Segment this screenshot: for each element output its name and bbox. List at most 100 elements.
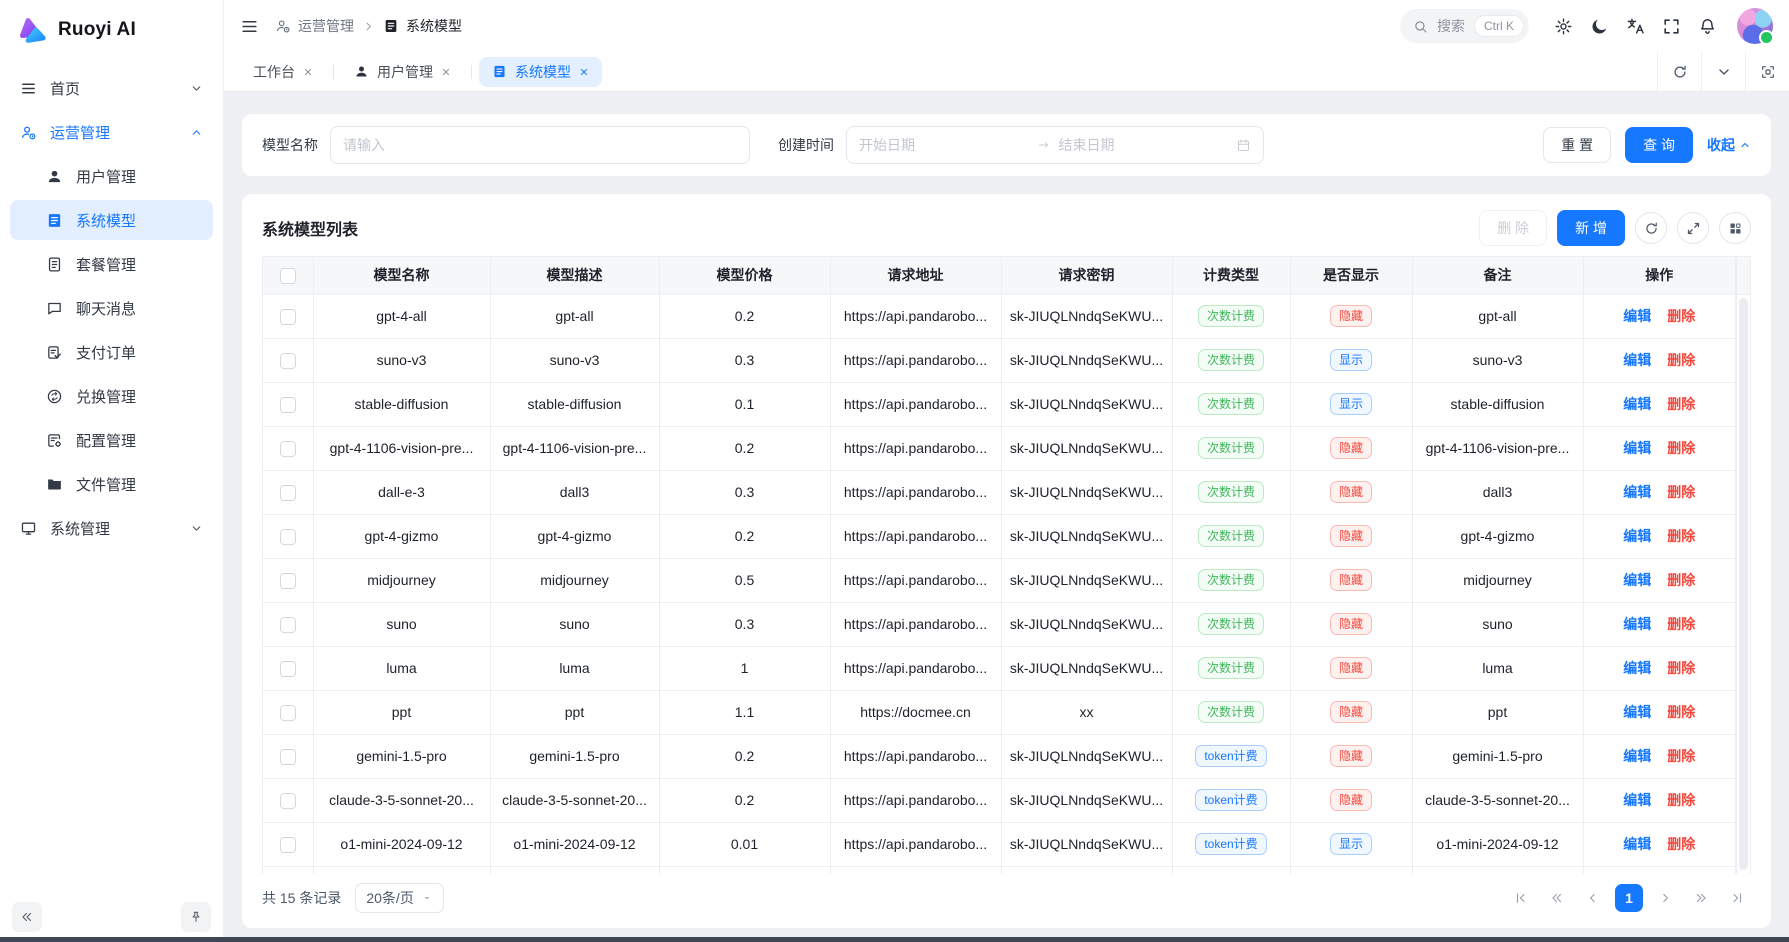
delete-link[interactable]: 删除 — [1667, 748, 1695, 764]
sidebar-item-package-mgmt[interactable]: 套餐管理 — [10, 244, 213, 284]
edit-link[interactable]: 编辑 — [1623, 616, 1651, 632]
edit-link[interactable]: 编辑 — [1623, 572, 1651, 588]
avatar[interactable] — [1737, 8, 1773, 44]
checkbox[interactable] — [280, 793, 296, 809]
edit-link[interactable]: 编辑 — [1623, 396, 1651, 412]
header-notifications-button[interactable] — [1689, 8, 1725, 44]
add-button[interactable]: 新 增 — [1557, 210, 1625, 246]
sidebar-item-exchange-mgmt[interactable]: 兑换管理 — [10, 376, 213, 416]
delete-link[interactable]: 删除 — [1667, 792, 1695, 808]
edit-link[interactable]: 编辑 — [1623, 352, 1651, 368]
reset-button[interactable]: 重 置 — [1543, 127, 1611, 163]
tab-system-model[interactable]: 系统模型 — [479, 57, 602, 87]
checkbox[interactable] — [280, 705, 296, 721]
cell-visibility: 隐藏 — [1290, 426, 1412, 470]
checkbox[interactable] — [280, 441, 296, 457]
sidebar-item-user-mgmt[interactable]: 用户管理 — [10, 156, 213, 196]
model-name-input[interactable] — [330, 126, 750, 164]
cell-model-name: gpt-4-1106-vision-pre... — [313, 426, 490, 470]
refresh-table-button[interactable] — [1635, 212, 1667, 244]
delete-link[interactable]: 删除 — [1667, 616, 1695, 632]
delete-link[interactable]: 删除 — [1667, 660, 1695, 676]
global-search[interactable]: 搜索 Ctrl K — [1400, 9, 1529, 43]
edit-link[interactable]: 编辑 — [1623, 792, 1651, 808]
tab-user-mgmt[interactable]: 用户管理 — [341, 57, 464, 87]
tabbar-refresh-button[interactable] — [1657, 52, 1701, 91]
batch-delete-button[interactable]: 删 除 — [1479, 210, 1547, 246]
header-theme-button[interactable] — [1581, 8, 1617, 44]
checkbox[interactable] — [280, 529, 296, 545]
cell — [1172, 866, 1290, 874]
table-scrollbar[interactable] — [1736, 257, 1750, 874]
delete-link[interactable]: 删除 — [1667, 704, 1695, 720]
sidebar-item-config-mgmt[interactable]: 配置管理 — [10, 420, 213, 460]
sidebar-pin-button[interactable] — [181, 902, 211, 932]
delete-link[interactable]: 删除 — [1667, 308, 1695, 324]
pagination-last-button[interactable] — [1723, 884, 1751, 912]
sidebar-item-home[interactable]: 首页 — [10, 68, 213, 108]
edit-link[interactable]: 编辑 — [1623, 308, 1651, 324]
checkbox[interactable] — [280, 661, 296, 677]
arrow-right-icon — [1037, 138, 1051, 152]
sidebar-item-chat-message[interactable]: 聊天消息 — [10, 288, 213, 328]
delete-link[interactable]: 删除 — [1667, 352, 1695, 368]
sidebar-item-pay-order[interactable]: 支付订单 — [10, 332, 213, 372]
delete-link[interactable]: 删除 — [1667, 396, 1695, 412]
header-settings-button[interactable] — [1545, 8, 1581, 44]
collapse-filter-link[interactable]: 收起 — [1707, 135, 1751, 155]
header-fullscreen-button[interactable] — [1653, 8, 1689, 44]
page-number-button[interactable]: 1 — [1615, 884, 1643, 912]
pagination-prev-button[interactable] — [1579, 884, 1607, 912]
start-date-input[interactable] — [859, 137, 1029, 153]
fullscreen-table-button[interactable] — [1677, 212, 1709, 244]
column-header: 请求地址 — [830, 257, 1001, 294]
scrollbar-thumb[interactable] — [1739, 298, 1748, 870]
breadcrumb-item[interactable]: 运营管理 — [275, 16, 354, 36]
end-date-input[interactable] — [1059, 137, 1229, 153]
edit-link[interactable]: 编辑 — [1623, 528, 1651, 544]
sidebar-collapse-button[interactable] — [12, 902, 42, 932]
delete-link[interactable]: 删除 — [1667, 440, 1695, 456]
checkbox[interactable] — [280, 268, 296, 284]
checkbox[interactable] — [280, 353, 296, 369]
tabbar-collapse-button[interactable] — [1701, 52, 1745, 91]
tab-workbench[interactable]: 工作台 — [240, 57, 326, 87]
delete-link[interactable]: 删除 — [1667, 572, 1695, 588]
sidebar-item-operations[interactable]: 运营管理 — [10, 112, 213, 152]
breadcrumb-item[interactable]: 系统模型 — [383, 16, 462, 36]
delete-link[interactable]: 删除 — [1667, 528, 1695, 544]
search-button[interactable]: 查 询 — [1625, 127, 1693, 163]
delete-link[interactable]: 删除 — [1667, 484, 1695, 500]
checkbox[interactable] — [280, 309, 296, 325]
pagination-next-button[interactable] — [1651, 884, 1679, 912]
checkbox[interactable] — [280, 485, 296, 501]
checkbox[interactable] — [280, 573, 296, 589]
column-settings-button[interactable] — [1719, 212, 1751, 244]
close-icon[interactable] — [441, 67, 451, 77]
edit-link[interactable]: 编辑 — [1623, 836, 1651, 852]
pagination-next-double-button[interactable] — [1687, 884, 1715, 912]
edit-link[interactable]: 编辑 — [1623, 440, 1651, 456]
sidebar-item-system-mgmt[interactable]: 系统管理 — [10, 508, 213, 548]
pagination-prev-double-button[interactable] — [1543, 884, 1571, 912]
close-icon[interactable] — [303, 67, 313, 77]
checkbox[interactable] — [280, 617, 296, 633]
sidebar-toggle-button[interactable] — [240, 17, 259, 36]
checkbox[interactable] — [280, 749, 296, 765]
delete-link[interactable]: 删除 — [1667, 836, 1695, 852]
tabbar-focus-button[interactable] — [1745, 52, 1789, 91]
close-icon[interactable] — [579, 67, 589, 77]
page-size-select[interactable]: 20条/页 — [355, 883, 443, 913]
date-range-picker[interactable] — [846, 126, 1264, 164]
sidebar-item-file-mgmt[interactable]: 文件管理 — [10, 464, 213, 504]
edit-link[interactable]: 编辑 — [1623, 748, 1651, 764]
app-logo[interactable]: Ruoyi AI — [0, 0, 223, 60]
edit-link[interactable]: 编辑 — [1623, 660, 1651, 676]
checkbox[interactable] — [280, 397, 296, 413]
edit-link[interactable]: 编辑 — [1623, 484, 1651, 500]
edit-link[interactable]: 编辑 — [1623, 704, 1651, 720]
sidebar-item-system-model[interactable]: 系统模型 — [10, 200, 213, 240]
pagination-first-button[interactable] — [1507, 884, 1535, 912]
header-language-button[interactable] — [1617, 8, 1653, 44]
checkbox[interactable] — [280, 837, 296, 853]
